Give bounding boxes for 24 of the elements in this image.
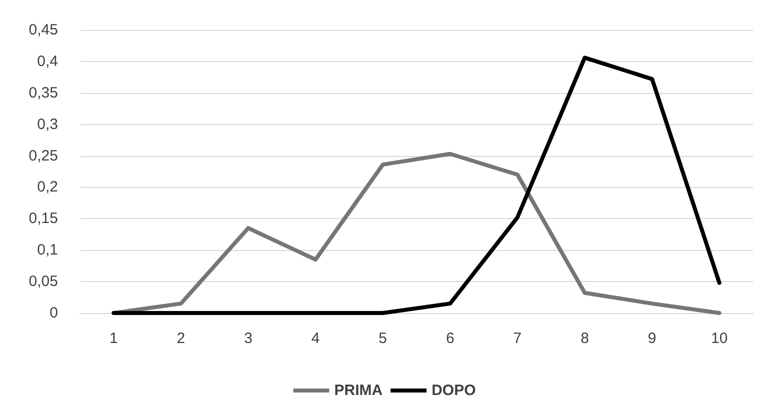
x-tick-label: 2	[176, 330, 186, 347]
legend-label: PRIMA	[334, 382, 383, 399]
y-tick-label: 0,1	[37, 242, 58, 259]
y-tick-label: 0,3	[37, 116, 58, 133]
y-tick-label: 0,45	[28, 22, 58, 38]
x-tick-label: 6	[446, 330, 454, 347]
x-tick-label: 7	[513, 330, 522, 347]
y-tick-label: 0,25	[28, 147, 58, 164]
x-tick-label: 3	[244, 330, 252, 347]
y-tick-label: 0,4	[37, 52, 58, 70]
x-tick-label: 1	[109, 330, 118, 347]
y-tick-label: 0,2	[37, 178, 58, 196]
x-tick-label: 4	[311, 330, 320, 347]
line-series	[112, 56, 722, 315]
legend-label: DOPO	[432, 382, 476, 399]
x-tick-label: 10	[711, 330, 728, 347]
x-tick-label: 5	[378, 330, 388, 347]
line-series	[112, 152, 722, 315]
y-tick-label: 0,05	[28, 273, 58, 290]
y-tick-label: 0	[50, 304, 58, 322]
x-tick-label: 8	[580, 330, 589, 347]
y-tick-label: 0,35	[28, 84, 58, 102]
y-tick-label: 0,15	[28, 210, 58, 228]
x-tick-label: 9	[648, 330, 656, 347]
